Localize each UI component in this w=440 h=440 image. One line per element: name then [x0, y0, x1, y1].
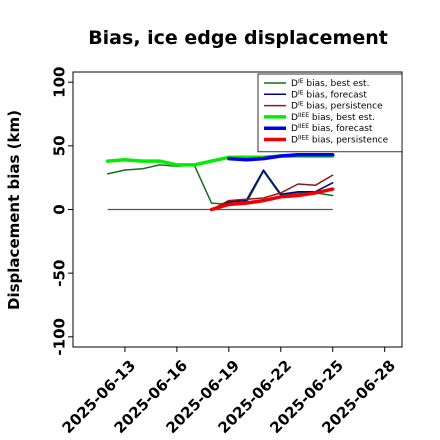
- y-tick-label: 0: [50, 204, 68, 214]
- series-line-1: [106, 164, 334, 206]
- chart-title: Bias, ice edge displacement: [88, 27, 388, 49]
- y-tick-label: 100: [50, 67, 68, 98]
- legend-entry: DIIEE bias, persistence: [291, 135, 389, 146]
- series-line-5: [227, 153, 335, 162]
- legend-entry: DIE bias, persistence: [291, 101, 383, 112]
- legend-entry: DIE bias, best est.: [291, 78, 369, 89]
- legend-entry: DIIEE bias, best est.: [291, 112, 375, 123]
- series-line-3: [210, 174, 334, 211]
- legend-entry: DIIEE bias, forecast: [291, 123, 373, 134]
- legend-entry: DIE bias, forecast: [291, 89, 367, 100]
- legend: DIE bias, best est.DIE bias, forecastDIE…: [257, 73, 403, 153]
- series-line-6: [209, 187, 335, 212]
- y-tick-label: 50: [50, 135, 68, 156]
- y-tick-label: -50: [50, 260, 68, 287]
- y-tick-label: -100: [50, 318, 68, 356]
- series-line-4: [105, 154, 335, 167]
- y-axis-label: Displacement bias (km): [5, 110, 23, 310]
